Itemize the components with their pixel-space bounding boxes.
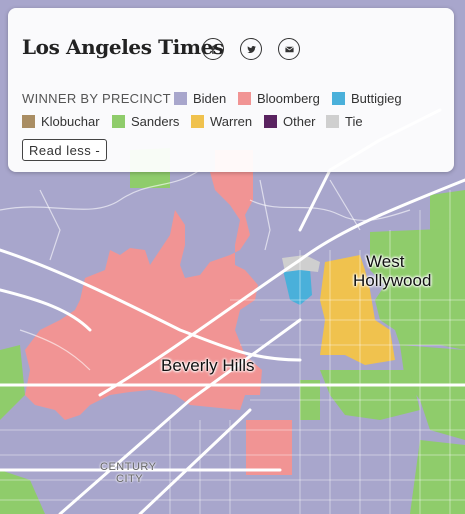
legend-item-sanders: Sanders — [112, 114, 179, 129]
tie-precinct[interactable] — [282, 255, 320, 272]
email-share-button[interactable] — [278, 38, 300, 60]
place-label-west-hollywood-line2: Hollywood — [353, 271, 432, 290]
brand-logo: Los Angeles Times — [22, 35, 224, 59]
legend-item-biden: Biden — [174, 91, 226, 106]
legend-item-buttigieg: Buttigieg — [332, 91, 402, 106]
street-grid — [0, 190, 465, 514]
buttigieg-precinct[interactable] — [283, 268, 312, 305]
twitter-icon — [246, 45, 256, 53]
legend-item-other: Other — [264, 114, 316, 129]
legend-panel: Los Angeles Times WINNER BY PRECINCT Bid… — [8, 8, 454, 172]
legend-swatch — [22, 115, 35, 128]
legend-swatch — [332, 92, 345, 105]
legend-swatch — [174, 92, 187, 105]
place-label-century-city-line2: CITY — [116, 473, 144, 485]
legend-swatch — [238, 92, 251, 105]
legend-item-klobuchar: Klobuchar — [22, 114, 100, 129]
legend-item-tie: Tie — [326, 114, 363, 129]
place-label-beverly-hills: Beverly Hills — [161, 356, 255, 375]
legend-swatch — [112, 115, 125, 128]
place-label-century-city-line1: CENTURY — [100, 461, 157, 473]
legend-title: WINNER BY PRECINCT — [22, 91, 171, 106]
legend-item-warren: Warren — [191, 114, 252, 129]
legend-item-bloomberg: Bloomberg — [238, 91, 320, 106]
facebook-share-button[interactable] — [202, 38, 224, 60]
facebook-icon — [210, 45, 215, 54]
legend-swatch — [191, 115, 204, 128]
legend-swatch — [326, 115, 339, 128]
read-less-button[interactable]: Read less - — [22, 139, 108, 161]
legend-swatch — [264, 115, 277, 128]
twitter-share-button[interactable] — [240, 38, 262, 60]
major-roads — [0, 108, 465, 514]
email-icon — [284, 46, 294, 52]
minor-roads — [0, 169, 411, 371]
place-label-west-hollywood-line1: West — [366, 252, 405, 271]
warren-precincts[interactable] — [320, 255, 395, 365]
